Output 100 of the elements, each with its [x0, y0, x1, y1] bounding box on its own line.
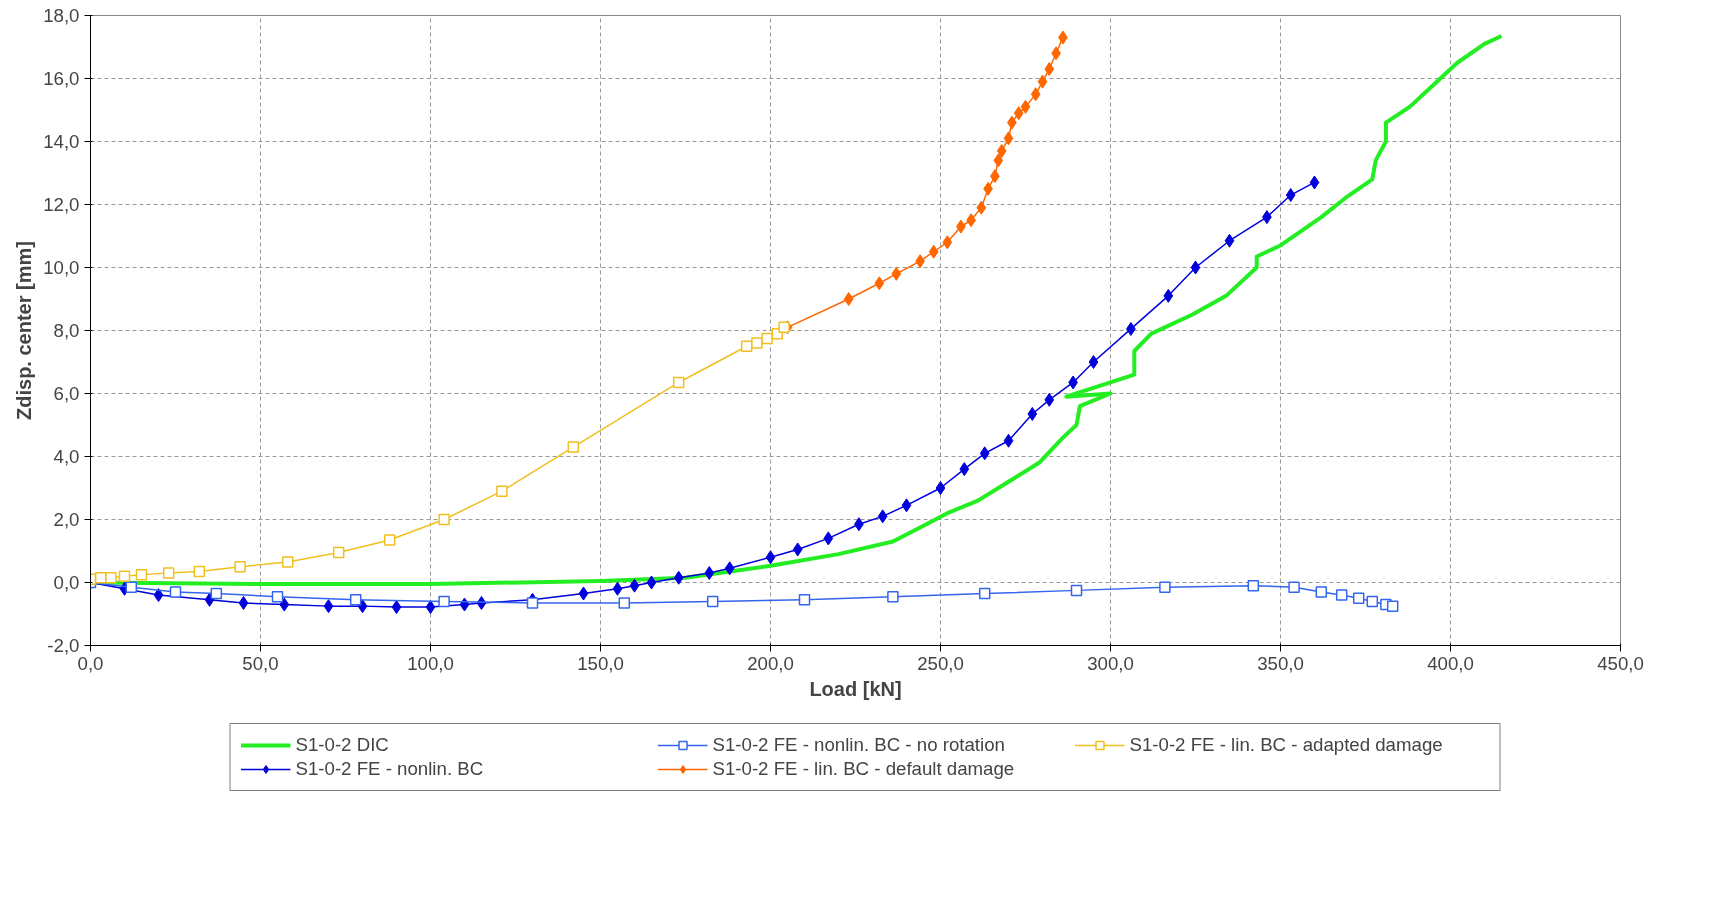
x-tick-label: 250,0: [917, 652, 964, 674]
point: [1386, 600, 1399, 612]
point: [281, 556, 294, 568]
point: [125, 581, 138, 593]
y-tick-label: 6,0: [53, 383, 80, 404]
point: [1224, 233, 1235, 248]
y-tick-label: 2,0: [53, 509, 80, 530]
point: [425, 600, 436, 615]
point: [646, 575, 657, 590]
point: [118, 570, 131, 582]
point: [978, 587, 991, 600]
point: [496, 485, 508, 497]
point: [612, 581, 623, 596]
y-tick-label: 18,0: [43, 5, 80, 26]
point: [798, 594, 811, 606]
point: [1366, 595, 1379, 608]
point: [332, 546, 345, 559]
point: [1309, 175, 1320, 190]
point: [629, 578, 640, 593]
point: [238, 595, 249, 610]
x-tick-label: 50,0: [242, 652, 279, 674]
point: [778, 321, 790, 334]
y-tick-label: 12,0: [43, 194, 80, 215]
point: [935, 481, 946, 495]
point: [1044, 392, 1055, 407]
point: [1247, 579, 1260, 592]
point: [706, 595, 719, 608]
point: [323, 599, 334, 614]
point: [672, 376, 685, 389]
point: [1030, 87, 1041, 102]
point: [1003, 131, 1014, 146]
point: [438, 595, 450, 608]
point: [1070, 584, 1083, 597]
point: [1044, 62, 1055, 77]
point: [877, 509, 888, 524]
point: [1159, 581, 1171, 593]
legend-label: S1-0-2 FE - lin. BC - adapted damage: [1129, 734, 1444, 756]
point: [792, 542, 803, 557]
y-tick-label: 4,0: [53, 446, 80, 467]
point: [1027, 406, 1038, 421]
point: [959, 462, 970, 477]
x-tick-label: 150,0: [577, 652, 624, 674]
point: [891, 266, 902, 281]
point: [1163, 288, 1174, 303]
point: [234, 561, 246, 573]
point: [105, 572, 117, 584]
point: [578, 586, 589, 601]
point: [1335, 589, 1348, 601]
point: [874, 276, 885, 291]
point: [704, 566, 715, 581]
y-axis-title: Zdisp. center [mm]: [13, 241, 36, 420]
y-tick-label: -2,0: [47, 635, 80, 656]
point: [1315, 586, 1328, 598]
x-axis-title: Load [kN]: [809, 677, 902, 700]
y-tick-label: 16,0: [43, 68, 80, 89]
x-tick-label: 350,0: [1257, 652, 1304, 674]
point: [567, 441, 580, 453]
point: [618, 597, 631, 609]
legend-label: S1-0-2 FE - nonlin. BC - no rotation: [712, 734, 1006, 756]
point: [673, 570, 684, 585]
point: [1037, 74, 1048, 89]
point: [1288, 581, 1300, 593]
point: [993, 153, 1004, 168]
y-tick-label: 0,0: [53, 572, 80, 593]
point: [724, 561, 735, 576]
point: [751, 337, 763, 349]
y-tick-label: 8,0: [53, 320, 80, 341]
point: [94, 572, 107, 584]
point: [1285, 188, 1296, 203]
point: [349, 594, 362, 606]
x-tick-label: 400,0: [1427, 652, 1474, 674]
point: [135, 568, 148, 581]
x-tick-label: 0,0: [77, 652, 104, 674]
point: [210, 587, 223, 600]
point: [1020, 99, 1031, 114]
point: [901, 498, 912, 513]
point: [976, 200, 987, 215]
point: [1352, 592, 1365, 604]
point: [162, 567, 175, 579]
point: [761, 332, 773, 345]
point: [843, 292, 854, 306]
point: [887, 590, 899, 603]
x-tick-label: 300,0: [1087, 652, 1134, 674]
legend-label: S1-0-2 DIC: [295, 734, 390, 756]
point: [823, 531, 834, 546]
point: [996, 143, 1007, 158]
point: [979, 446, 990, 461]
x-tick-label: 100,0: [407, 652, 454, 674]
point: [391, 600, 402, 615]
legend-label: S1-0-2 FE - nonlin. BC: [295, 758, 485, 780]
y-tick-label: 14,0: [43, 131, 80, 152]
point: [1190, 260, 1201, 275]
point: [942, 235, 953, 250]
point: [1013, 106, 1024, 121]
point: [271, 590, 284, 603]
legend-label: S1-0-2 FE - lin. BC - default damage: [712, 758, 1016, 780]
point: [1003, 433, 1014, 448]
point: [438, 513, 450, 526]
x-tick-label: 200,0: [747, 652, 794, 674]
point: [279, 597, 290, 612]
